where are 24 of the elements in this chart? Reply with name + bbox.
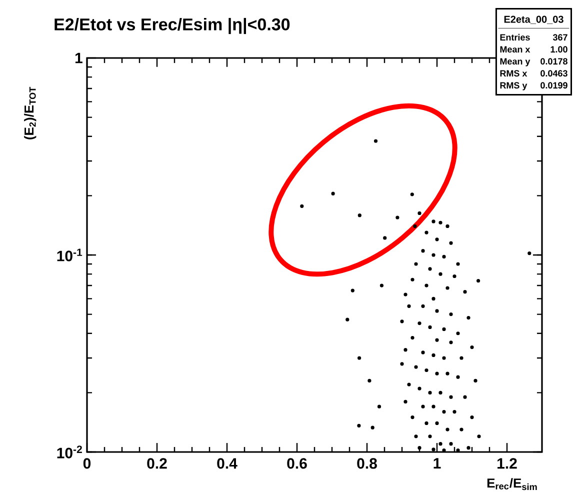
text: 367: [552, 34, 568, 41]
x-tick-label: 0.4: [217, 458, 238, 469]
x-axis-title: E$_{rec}$/E$_{sim}$: [487, 478, 537, 490]
y-tick-label: 1: [75, 52, 82, 64]
x-tick-label: 0.8: [357, 458, 377, 469]
chart-title: E2/Etot vs Erec/Esim |η|<0.30: [54, 18, 290, 34]
text: 1.00: [550, 46, 568, 53]
x-tick-label: 0.6: [287, 458, 307, 469]
annotation: Mean y: [500, 58, 530, 66]
x-tick-label: 0: [83, 458, 91, 469]
annotation: 0.0199: [540, 82, 568, 89]
y-axis-title: (E$_{2}$)/E$_{TOT}$: [24, 86, 36, 140]
x-tick-label: 1: [434, 458, 441, 468]
text: Mean x: [500, 46, 530, 53]
annotation: RMS x: [500, 70, 528, 77]
annotation: RMS y: [500, 82, 528, 90]
text: E2eta_00_03: [504, 16, 564, 24]
text: Entries: [500, 34, 530, 41]
annotation: 0.0178: [540, 58, 568, 65]
x-tick-label: 1.2: [498, 458, 517, 469]
x-tick-label: 0.2: [147, 458, 167, 469]
y-tick-label: 10$^{-1}$: [57, 248, 82, 262]
annotation: 0.0463: [540, 70, 568, 77]
y-tick-label: 10$^{-2}$: [57, 446, 82, 458]
